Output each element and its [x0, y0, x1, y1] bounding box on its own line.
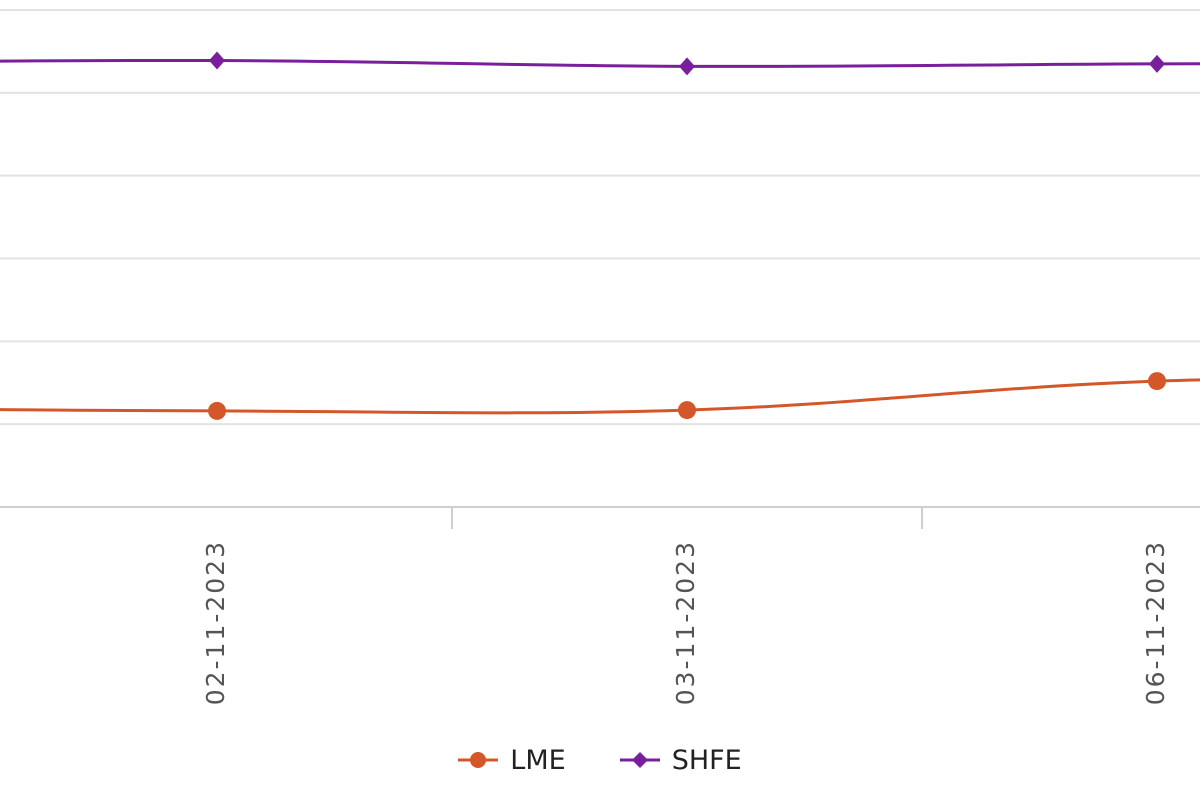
series-line-lme — [0, 378, 1200, 415]
data-point-lme — [208, 401, 226, 420]
data-point-shfe — [679, 57, 695, 76]
data-point-shfe — [1149, 54, 1165, 73]
series-lme — [0, 372, 1200, 420]
data-point-lme — [678, 401, 696, 420]
series-line-shfe — [0, 58, 1200, 68]
legend-label-lme: LME — [510, 744, 566, 776]
x-tick-label: 02-11-2023 — [201, 540, 230, 705]
data-point-lme — [1148, 372, 1166, 391]
x-tick-labels: 02-11-2023 03-11-2023 06-11-2023 — [201, 540, 1170, 705]
legend: LME SHFE — [0, 738, 1200, 782]
data-point-shfe — [209, 51, 225, 70]
legend-item-shfe[interactable]: SHFE — [619, 744, 742, 776]
legend-item-lme[interactable]: LME — [458, 744, 566, 776]
x-axis-ticks — [451, 507, 923, 529]
legend-line-circle-icon — [458, 752, 499, 768]
x-tick-label: 03-11-2023 — [671, 540, 700, 705]
x-tick-label: 06-11-2023 — [1141, 540, 1170, 705]
legend-line-diamond-icon — [619, 752, 660, 768]
legend-label-shfe: SHFE — [671, 744, 742, 776]
series-shfe — [0, 51, 1200, 76]
gridlines — [0, 9, 1200, 426]
